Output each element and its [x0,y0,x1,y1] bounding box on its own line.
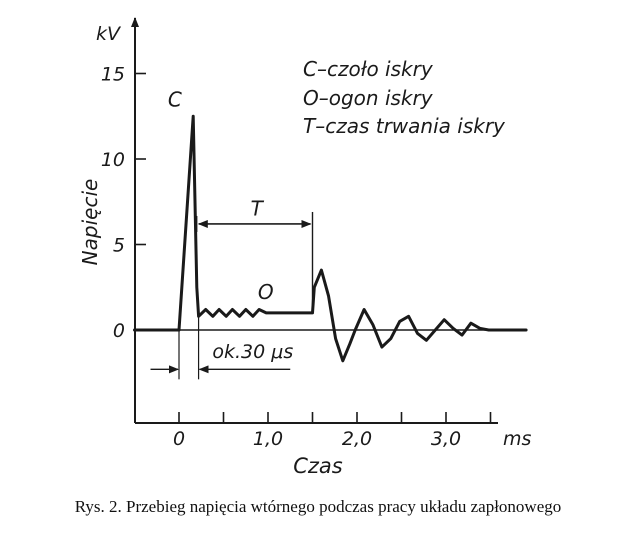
x-axis-title: Czas [293,454,343,478]
peak-label-c: C [168,88,182,112]
legend-line-o: O–ogon iskry [303,86,434,110]
duration-marker [196,211,314,313]
y-tick-label: 0 [113,320,125,342]
legend-line-t: T–czas trwania iskry [303,114,506,138]
tick-labels: 0 5 10 15 0 1,0 2,0 3,0 [101,64,461,451]
rise-time-label: ok.30 μs [212,341,293,363]
tail-label-o: O [258,280,274,304]
y-tick-label: 10 [101,149,125,171]
x-tick-label: 1,0 [253,428,283,450]
x-unit-label: ms [503,428,532,450]
legend: C–czoło iskry O–ogon iskry T–czas trwani… [303,57,506,138]
duration-label-t: T [251,196,265,220]
x-tick-label: 2,0 [342,428,372,450]
y-tick-label: 5 [113,235,125,257]
rise-time-marker [150,316,291,380]
y-tick-label: 15 [101,64,125,86]
legend-line-c: C–czoło iskry [303,57,434,81]
y-axis-title: Napięcie [78,179,102,266]
x-tick-label: 0 [173,428,185,450]
figure-caption: Rys. 2. Przebieg napięcia wtórnego podcz… [74,497,562,516]
ticks [135,72,492,423]
series-line-voltage [133,114,528,363]
x-tick-label: 3,0 [431,428,461,450]
y-unit-label: kV [96,23,122,45]
